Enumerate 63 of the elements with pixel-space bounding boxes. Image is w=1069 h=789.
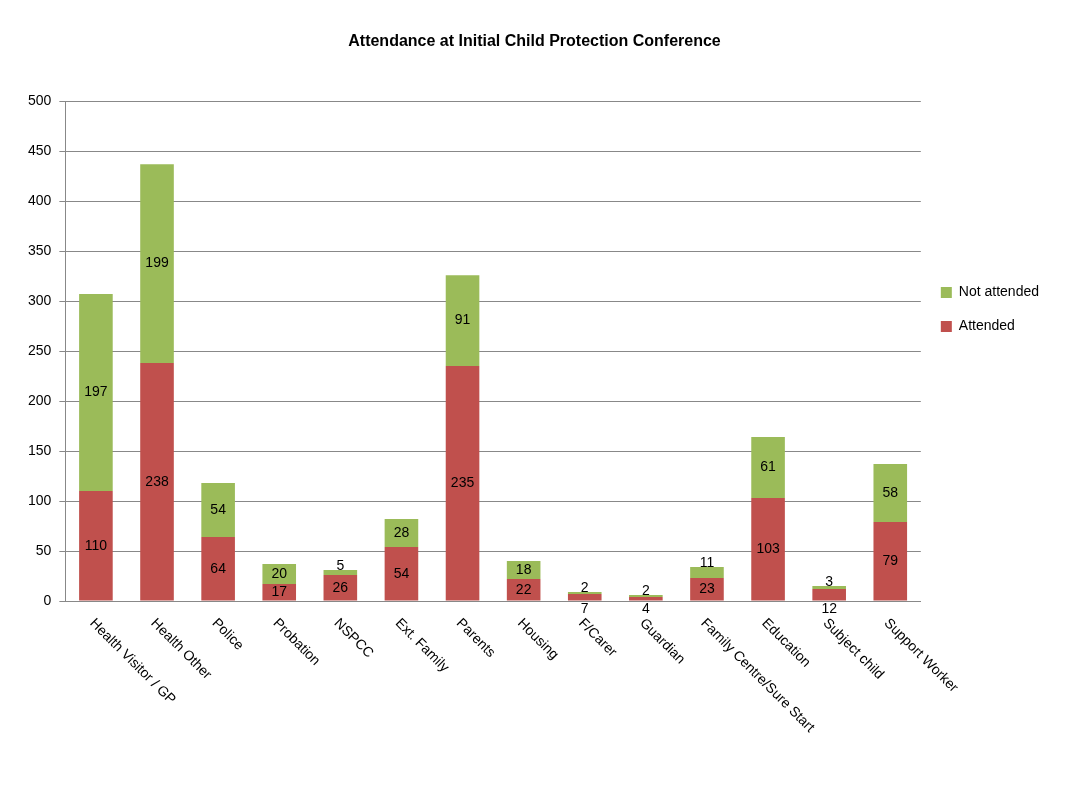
bar xyxy=(201,483,235,538)
data-label: 2 xyxy=(641,581,650,598)
y-tick-label: 400 xyxy=(28,192,52,209)
chart-title: Attendance at Initial Child Protection Conference xyxy=(348,32,721,50)
bar xyxy=(140,164,174,364)
bar xyxy=(629,597,663,601)
y-tick-label: 50 xyxy=(35,541,52,558)
data-label: 5 xyxy=(336,556,345,573)
bar xyxy=(690,578,724,601)
y-tick-label: 500 xyxy=(28,92,52,109)
data-label: 54 xyxy=(393,564,410,581)
y-tick-label: 100 xyxy=(28,491,52,508)
data-label: 7 xyxy=(580,600,589,617)
bar xyxy=(751,437,785,499)
bar xyxy=(201,537,235,601)
y-tick-label: 450 xyxy=(28,142,52,159)
bar xyxy=(445,275,480,367)
y-tick-label: 200 xyxy=(28,391,52,408)
data-label: 20 xyxy=(271,564,288,581)
bar xyxy=(384,547,419,601)
bar xyxy=(79,491,113,601)
bar xyxy=(690,567,724,579)
bar xyxy=(262,584,297,601)
data-label: 11 xyxy=(699,553,715,570)
y-tick-label: 300 xyxy=(28,291,52,308)
y-tick-label: 150 xyxy=(28,441,52,458)
legend-label: Attended xyxy=(958,317,1015,334)
data-label: 238 xyxy=(145,472,169,489)
bar xyxy=(323,570,358,576)
data-label: 79 xyxy=(882,552,899,569)
data-label: 4 xyxy=(641,600,650,617)
bar xyxy=(812,589,846,601)
bar xyxy=(812,586,846,590)
data-label: 2 xyxy=(580,578,589,595)
y-tick-label: 0 xyxy=(43,591,52,608)
data-label: 235 xyxy=(450,474,475,491)
data-label: 28 xyxy=(393,523,410,540)
data-label: 22 xyxy=(515,580,532,597)
legend-label: Not attended xyxy=(958,283,1039,300)
y-tick-label: 250 xyxy=(28,341,52,358)
data-label: 54 xyxy=(210,500,227,517)
data-label: 64 xyxy=(210,559,227,576)
bar xyxy=(445,366,480,601)
data-label: 12 xyxy=(821,600,838,617)
data-label: 18 xyxy=(515,560,532,577)
data-label: 26 xyxy=(332,578,349,595)
data-label: 17 xyxy=(271,583,288,600)
bar xyxy=(873,522,908,601)
data-label: 91 xyxy=(454,311,471,328)
data-label: 197 xyxy=(84,383,108,400)
data-label: 3 xyxy=(825,572,834,589)
bar xyxy=(79,294,113,492)
data-label: 103 xyxy=(756,540,780,557)
bar xyxy=(140,363,174,601)
data-label: 61 xyxy=(760,458,777,475)
data-label: 110 xyxy=(84,536,108,553)
y-tick-label: 350 xyxy=(28,242,52,258)
data-label: 199 xyxy=(145,254,169,271)
bar xyxy=(567,594,602,601)
data-label: 23 xyxy=(699,580,715,597)
bar xyxy=(873,464,908,523)
data-label: 58 xyxy=(882,483,899,500)
bar xyxy=(751,498,785,601)
